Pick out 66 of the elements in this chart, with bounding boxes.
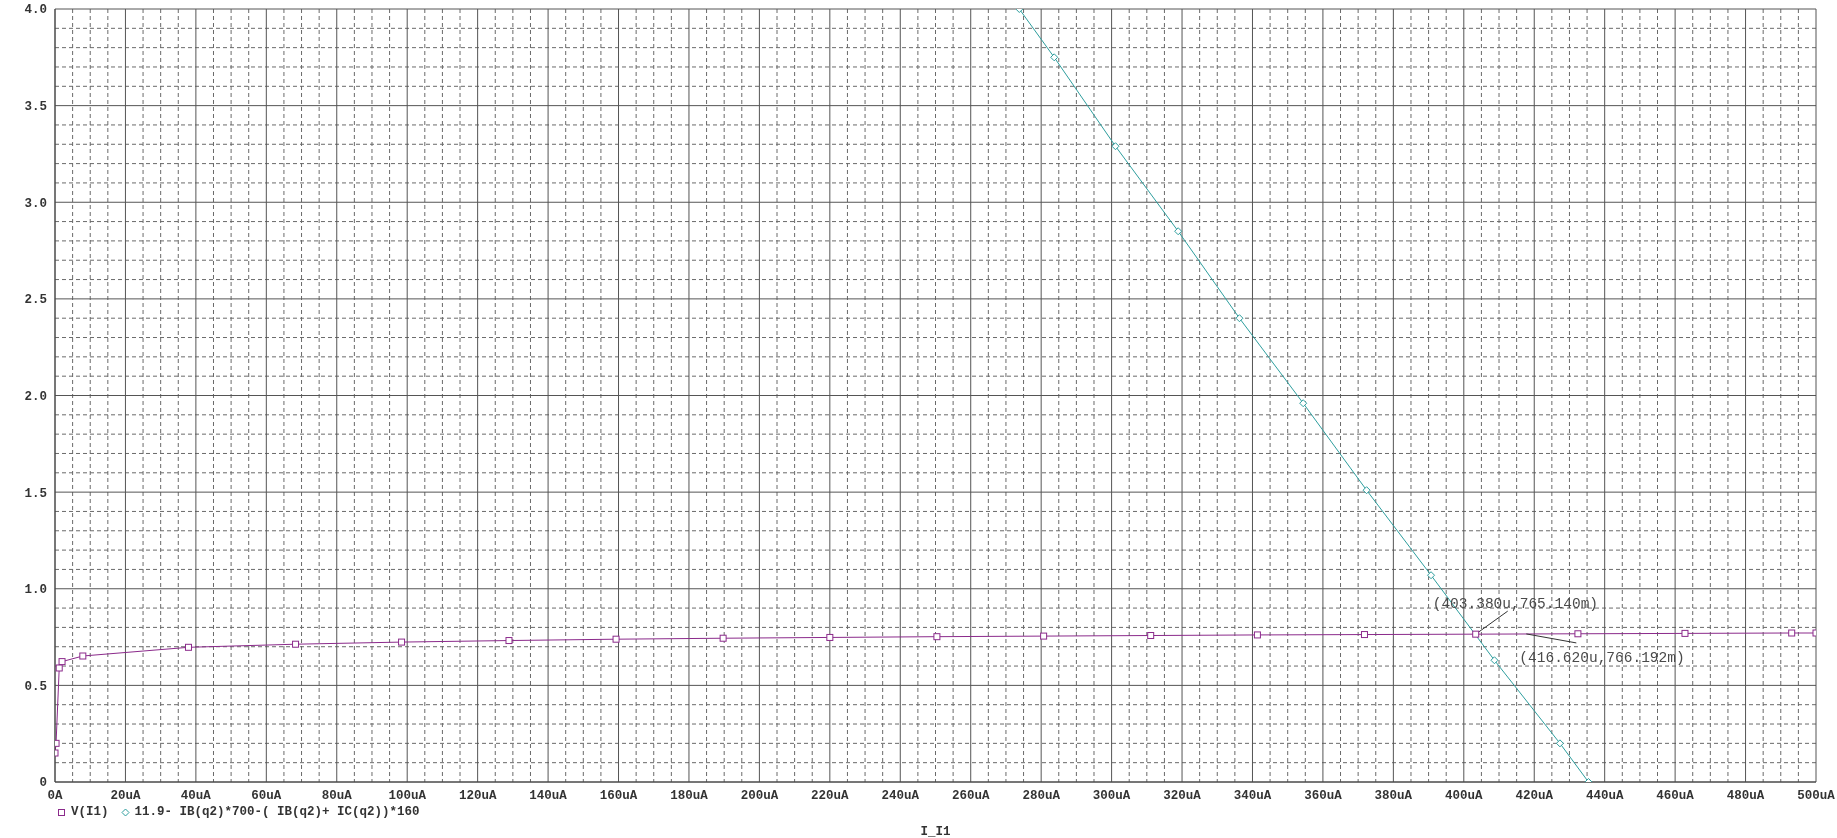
point (1788, 629, 1796, 637)
point (1472, 630, 1480, 638)
point (719, 634, 727, 642)
x-tick-label: 200uA (740, 788, 779, 803)
x-tick-label: 180uA (670, 788, 709, 803)
point (1681, 629, 1689, 637)
x-tick-label: 160uA (599, 788, 638, 803)
legend-label: 11.9- IB(q2)*700-( IB(q2)+ IC(q2))*160 (134, 805, 420, 819)
x-tick-label: 280uA (1022, 788, 1061, 803)
point (1111, 142, 1120, 151)
x-tick-label: 140uA (529, 788, 568, 803)
x-tick-label: 440uA (1585, 788, 1624, 803)
x-tick-label: 400uA (1445, 788, 1484, 803)
point (55, 664, 63, 672)
x-tick-label: 460uA (1656, 788, 1695, 803)
x-tick-label: 420uA (1515, 788, 1554, 803)
y-tick-label: 3.5 (24, 100, 47, 115)
x-tick-label: 40uA (180, 788, 212, 803)
x-tick-label: 500uA (1797, 788, 1836, 803)
x-tick-label: 0A (47, 788, 63, 803)
x-tick-label: 100uA (388, 788, 427, 803)
point (1147, 632, 1155, 640)
x-tick-label: 300uA (1092, 788, 1131, 803)
point (505, 637, 513, 645)
point (1253, 631, 1261, 639)
x-axis-title: I_I1 (920, 825, 951, 838)
point (58, 658, 66, 666)
y-tick-label: 1.5 (24, 486, 47, 501)
x-tick-label: 20uA (110, 788, 141, 803)
point (1050, 53, 1059, 62)
point (1427, 571, 1436, 580)
point (1299, 399, 1308, 408)
point (612, 635, 620, 643)
point (1360, 631, 1368, 639)
x-tick-label: 480uA (1726, 788, 1765, 803)
x-tick-label: 80uA (321, 788, 353, 803)
y-tick-label: 0 (39, 776, 47, 791)
x-tick-label: 380uA (1374, 788, 1413, 803)
point (398, 638, 406, 646)
y-tick-label: 4.0 (24, 3, 47, 18)
point (1574, 630, 1582, 638)
point (826, 633, 834, 641)
x-tick-label: 240uA (881, 788, 920, 803)
y-tick-label: 2.0 (24, 389, 47, 404)
point (184, 643, 192, 651)
point (1235, 314, 1244, 323)
y-tick-label: 2.5 (24, 293, 47, 308)
x-tick-label: 320uA (1163, 788, 1202, 803)
point (1362, 486, 1371, 495)
x-tick-label: 340uA (1233, 788, 1272, 803)
x-tick-label: 120uA (458, 788, 497, 803)
point (1555, 739, 1564, 748)
x-tick-label: 60uA (251, 788, 282, 803)
legend-label: V(I1) (71, 805, 109, 819)
point (292, 640, 300, 648)
y-tick-label: 3.0 (24, 196, 47, 211)
point (79, 652, 87, 660)
y-tick-label: 0.5 (24, 679, 47, 694)
point (1040, 632, 1048, 640)
point (1490, 656, 1499, 665)
x-tick-label: 360uA (1304, 788, 1343, 803)
y-tick-label: 1.0 (24, 583, 47, 598)
point (1174, 227, 1183, 236)
point (933, 633, 941, 641)
x-tick-label: 220uA (811, 788, 850, 803)
x-tick-label: 260uA (951, 788, 990, 803)
